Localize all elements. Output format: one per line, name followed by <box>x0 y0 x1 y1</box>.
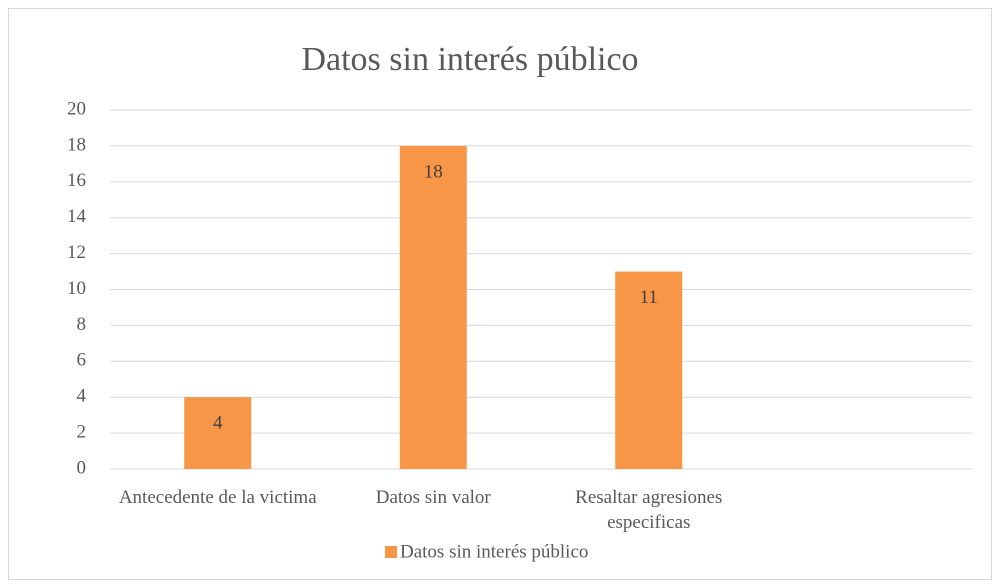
data-label: 18 <box>424 161 443 182</box>
bar <box>399 145 467 469</box>
y-tick-label: 2 <box>77 421 87 442</box>
y-tick-label: 14 <box>67 206 87 227</box>
y-tick-label: 4 <box>77 386 87 407</box>
y-tick-label: 18 <box>67 134 86 155</box>
x-tick-label: Datos sin valor <box>375 487 491 508</box>
y-tick-label: 8 <box>77 314 87 335</box>
y-tick-label: 10 <box>67 278 86 299</box>
y-tick-label: 16 <box>67 170 86 191</box>
x-tick-label: Antecedente de la victima <box>118 487 317 508</box>
y-tick-label: 12 <box>67 242 86 263</box>
x-tick-label: Resaltar agresiones especificas <box>575 487 723 533</box>
chart-border <box>8 8 992 580</box>
legend-label: Datos sin interés público <box>400 541 588 562</box>
data-label: 11 <box>640 287 658 308</box>
y-tick-label: 0 <box>77 457 87 478</box>
legend-swatch <box>385 546 397 558</box>
y-tick-label: 20 <box>67 98 86 119</box>
y-tick-label: 6 <box>77 350 87 371</box>
bar <box>184 397 252 469</box>
bar <box>615 271 683 469</box>
chart-title: Datos sin interés público <box>301 41 638 78</box>
data-label: 4 <box>213 413 223 434</box>
